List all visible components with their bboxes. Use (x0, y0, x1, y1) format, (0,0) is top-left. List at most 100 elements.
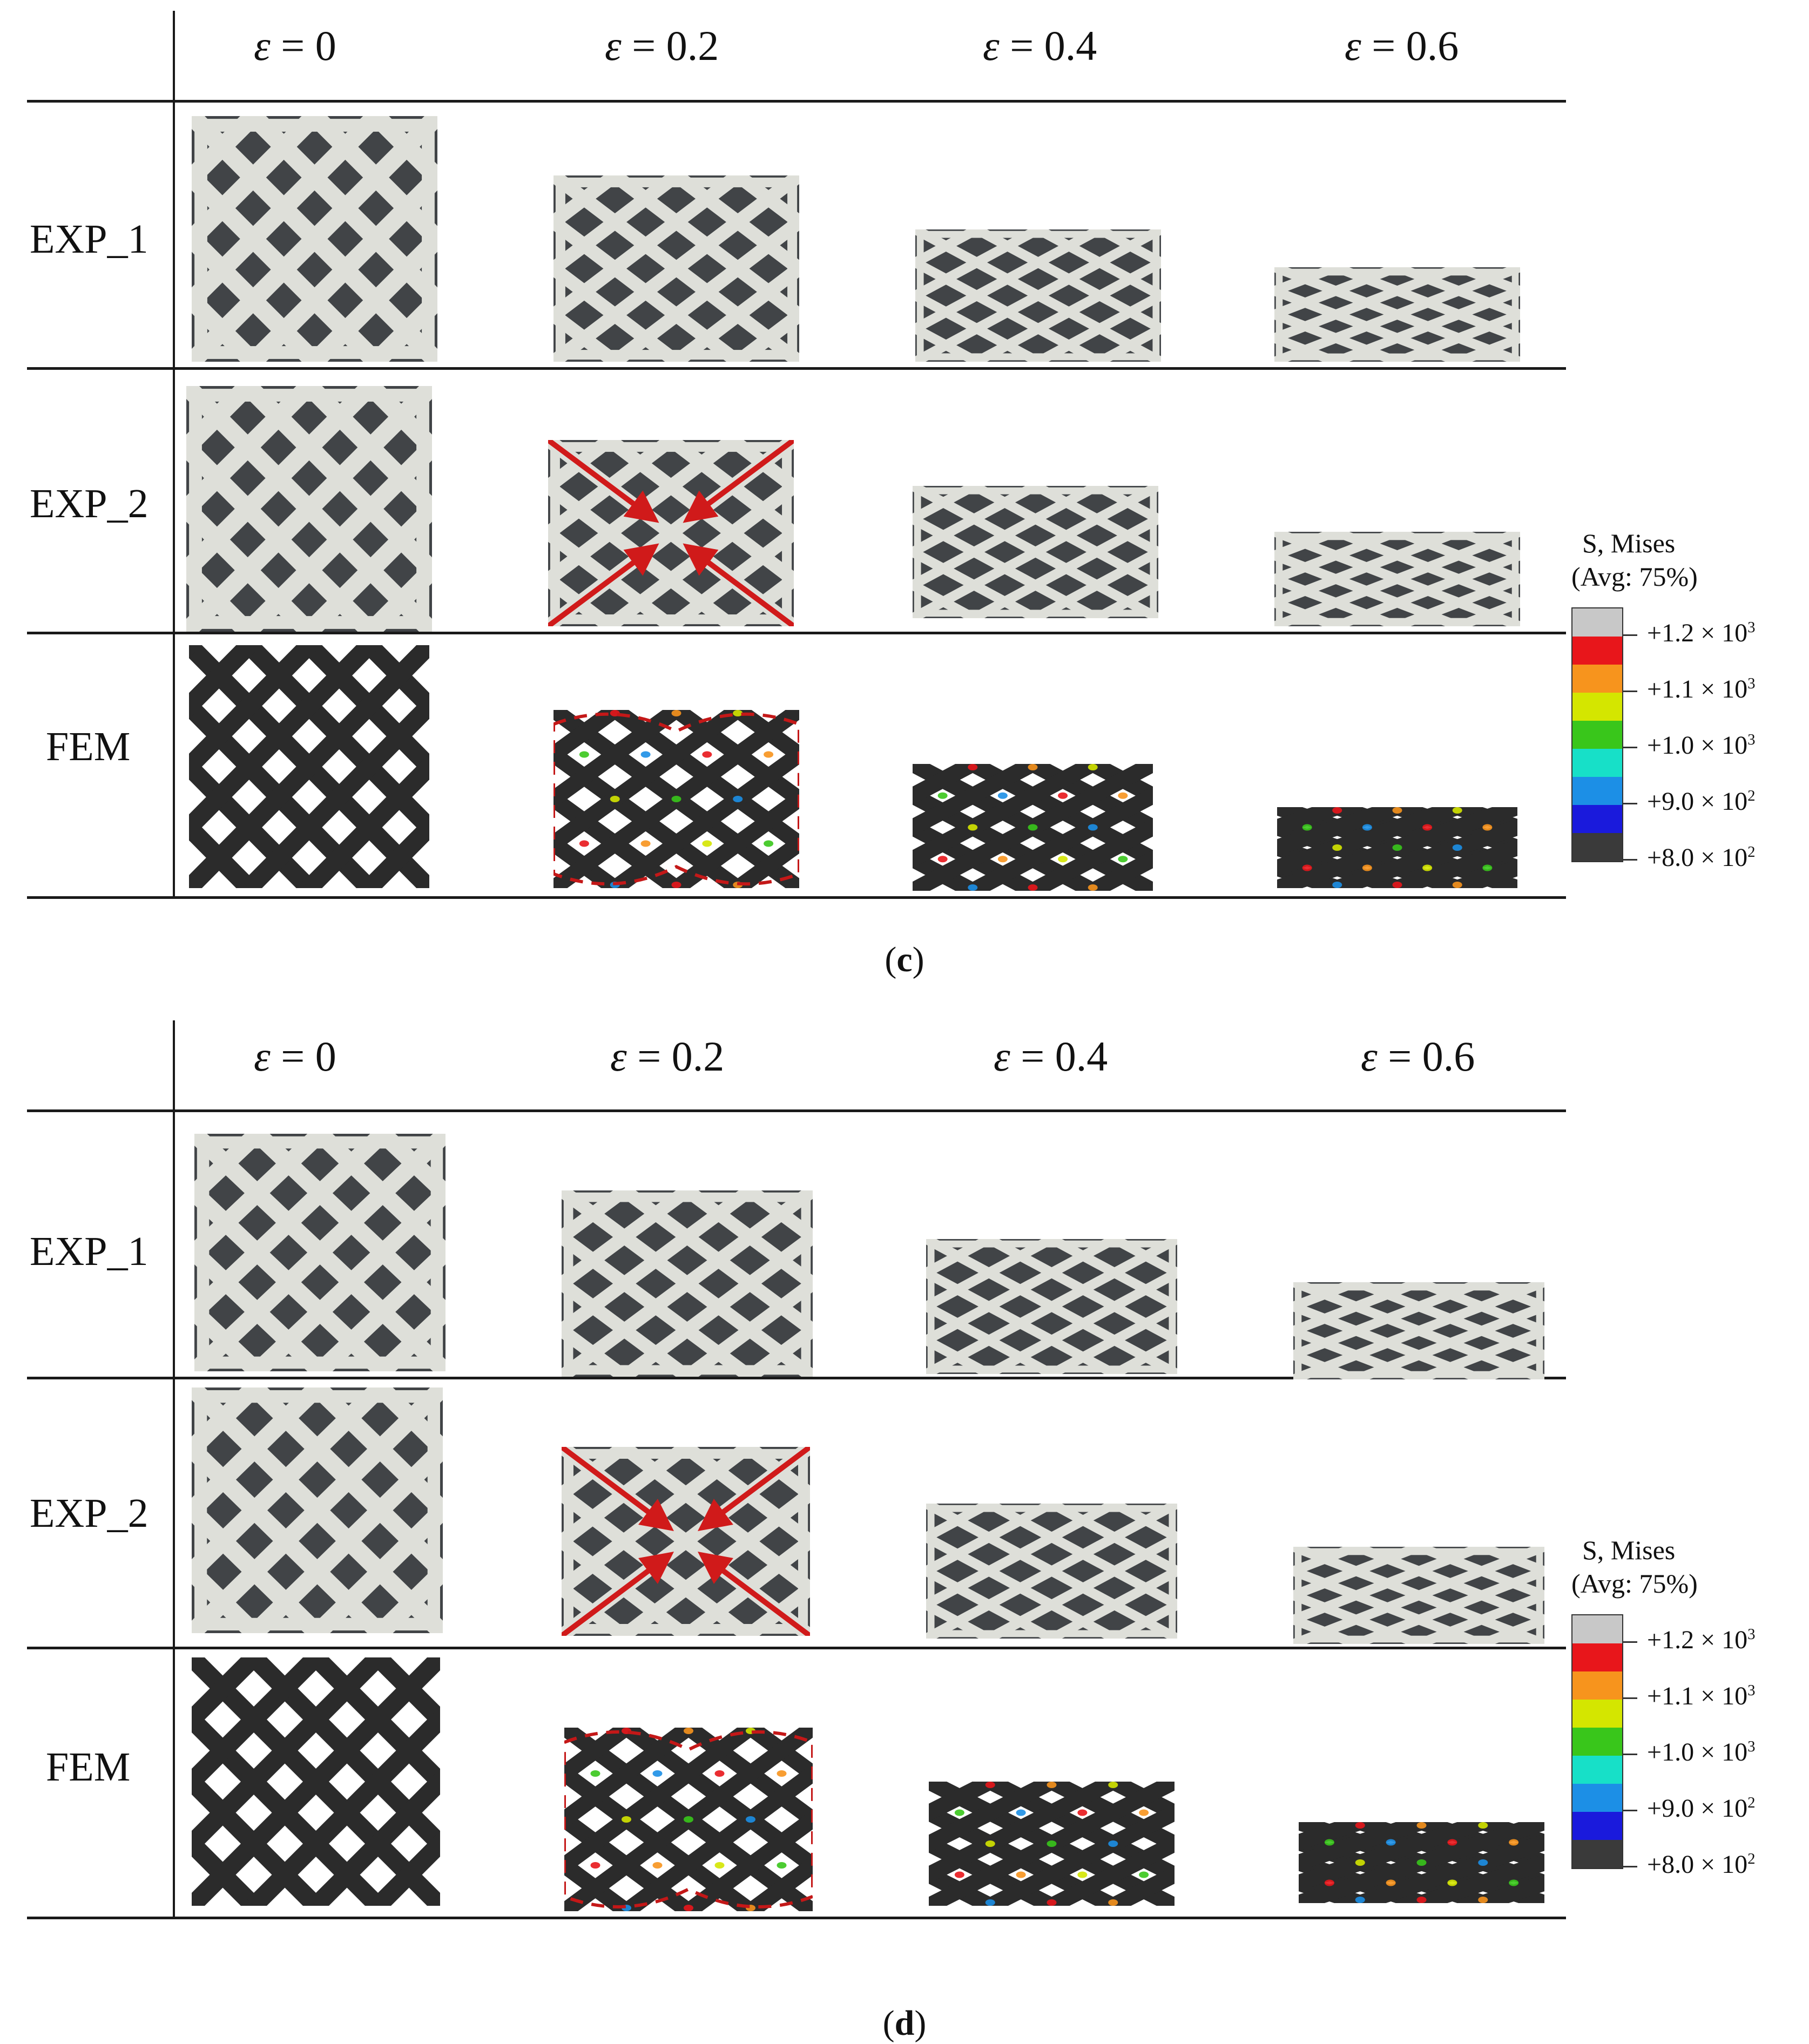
legend-value-exponent: 2 (1747, 1850, 1755, 1867)
legend-swatch (1572, 1615, 1622, 1643)
strain-symbol: ε (994, 1033, 1010, 1080)
exp_1-specimen-image (194, 1134, 446, 1371)
strain-column-header: ε = 0 (254, 22, 336, 70)
legend-swatch (1572, 1840, 1622, 1868)
fem-specimen-image (192, 1657, 440, 1906)
panel-caption: (d) (0, 2003, 1809, 2044)
legend-tick (1623, 859, 1637, 861)
legend-value-base: +1.0 × 10 (1647, 731, 1747, 760)
legend-value-exponent: 3 (1747, 1738, 1755, 1755)
strain-symbol: ε (605, 22, 622, 69)
caption-letter: c (896, 940, 912, 979)
legend-swatch (1572, 749, 1622, 777)
legend-title: S, Mises (1582, 526, 1675, 560)
exp_2-specimen-image (548, 440, 794, 626)
exp_1-specimen-image (1293, 1282, 1544, 1379)
exp_1-specimen-image (926, 1239, 1177, 1374)
row-label-exp-2: EXP_2 (30, 1490, 148, 1537)
legend-tick (1623, 1697, 1637, 1699)
legend-subtitle: (Avg: 75%) (1571, 1567, 1698, 1600)
legend-value-base: +1.2 × 10 (1647, 1626, 1747, 1654)
legend-value-base: +1.2 × 10 (1647, 619, 1747, 647)
table-vertical-rule (173, 11, 175, 896)
strain-symbol: ε (1361, 1033, 1378, 1080)
strain-value: = 0.2 (627, 1033, 725, 1080)
legend-swatch (1572, 608, 1622, 637)
legend-value-exponent: 3 (1747, 619, 1755, 636)
exp_1-specimen-image (915, 229, 1161, 362)
legend-swatch (1572, 665, 1622, 693)
table-horizontal-rule (27, 1917, 1566, 1919)
legend-swatch (1572, 1643, 1622, 1671)
legend-value: +8.0 × 102 (1647, 843, 1756, 872)
strain-column-header: ε = 0.6 (1361, 1032, 1475, 1081)
legend-swatch (1572, 1700, 1622, 1728)
legend-tick (1623, 1641, 1637, 1643)
legend-value-exponent: 3 (1747, 731, 1755, 748)
legend-swatch (1572, 833, 1622, 861)
fem-specimen-image (1299, 1822, 1544, 1903)
legend-value: +1.2 × 103 (1647, 1625, 1756, 1655)
panel-caption: (c) (0, 939, 1809, 980)
row-label-exp-2: EXP_2 (30, 480, 148, 527)
caption-close-paren: ) (914, 2004, 926, 2043)
legend-swatch (1572, 721, 1622, 749)
caption-letter: d (895, 2004, 915, 2043)
legend-tick (1623, 803, 1637, 804)
strain-column-header: ε = 0.2 (605, 22, 719, 70)
strain-symbol: ε (254, 1033, 271, 1080)
row-label-fem: FEM (46, 1744, 130, 1791)
fem-specimen-image (1277, 807, 1517, 888)
legend-value: +1.2 × 103 (1647, 618, 1756, 648)
strain-symbol: ε (1345, 22, 1361, 69)
exp_2-specimen-image (926, 1504, 1177, 1639)
legend-swatch (1572, 637, 1622, 665)
legend-swatch (1572, 1756, 1622, 1784)
exp_1-specimen-image (192, 116, 437, 362)
legend-value-base: +8.0 × 10 (1647, 843, 1747, 872)
table-horizontal-rule (27, 367, 1566, 370)
legend-swatch (1572, 777, 1622, 805)
row-label-exp-1: EXP_1 (30, 1228, 148, 1275)
legend-value-base: +1.1 × 10 (1647, 1682, 1747, 1710)
legend-value-base: +1.1 × 10 (1647, 675, 1747, 703)
fem-specimen-image (913, 764, 1153, 891)
exp_1-specimen-image (1274, 267, 1520, 362)
legend-swatch (1572, 805, 1622, 833)
legend-swatch (1572, 1812, 1622, 1840)
legend-tick (1623, 1866, 1637, 1867)
caption-open-paren: ( (885, 940, 896, 979)
legend-value-exponent: 3 (1747, 1682, 1755, 1699)
strain-value: = 0 (271, 22, 336, 69)
legend-swatch (1572, 693, 1622, 721)
strain-column-header: ε = 0 (254, 1032, 336, 1081)
legend-swatch (1572, 1671, 1622, 1700)
legend-value-base: +9.0 × 10 (1647, 787, 1747, 816)
legend-subtitle: (Avg: 75%) (1571, 560, 1698, 593)
table-horizontal-rule (27, 632, 1566, 634)
exp_1-specimen-image (562, 1190, 813, 1377)
caption-open-paren: ( (883, 2004, 895, 2043)
legend-colorbar (1571, 1614, 1623, 1869)
strain-column-header: ε = 0.4 (994, 1032, 1108, 1081)
legend-value-exponent: 2 (1747, 1794, 1755, 1811)
legend-value-base: +1.0 × 10 (1647, 1738, 1747, 1766)
legend-title: S, Mises (1582, 1533, 1675, 1567)
strain-value: = 0.6 (1361, 22, 1459, 69)
exp_2-specimen-image (186, 386, 432, 632)
strain-value: = 0.6 (1378, 1033, 1475, 1080)
strain-symbol: ε (254, 22, 271, 69)
legend-tick (1623, 1810, 1637, 1811)
strain-column-header: ε = 0.4 (983, 22, 1097, 70)
caption-close-paren: ) (913, 940, 924, 979)
fem-specimen-image (929, 1782, 1174, 1906)
row-label-fem: FEM (46, 723, 130, 770)
legend-tick (1623, 634, 1637, 636)
strain-column-header: ε = 0.6 (1345, 22, 1459, 70)
legend-colorbar (1571, 607, 1623, 862)
strain-symbol: ε (610, 1033, 627, 1080)
strain-symbol: ε (983, 22, 1000, 69)
table-horizontal-rule (27, 1647, 1566, 1649)
